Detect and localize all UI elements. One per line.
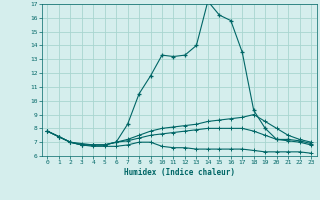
X-axis label: Humidex (Indice chaleur): Humidex (Indice chaleur)	[124, 168, 235, 177]
